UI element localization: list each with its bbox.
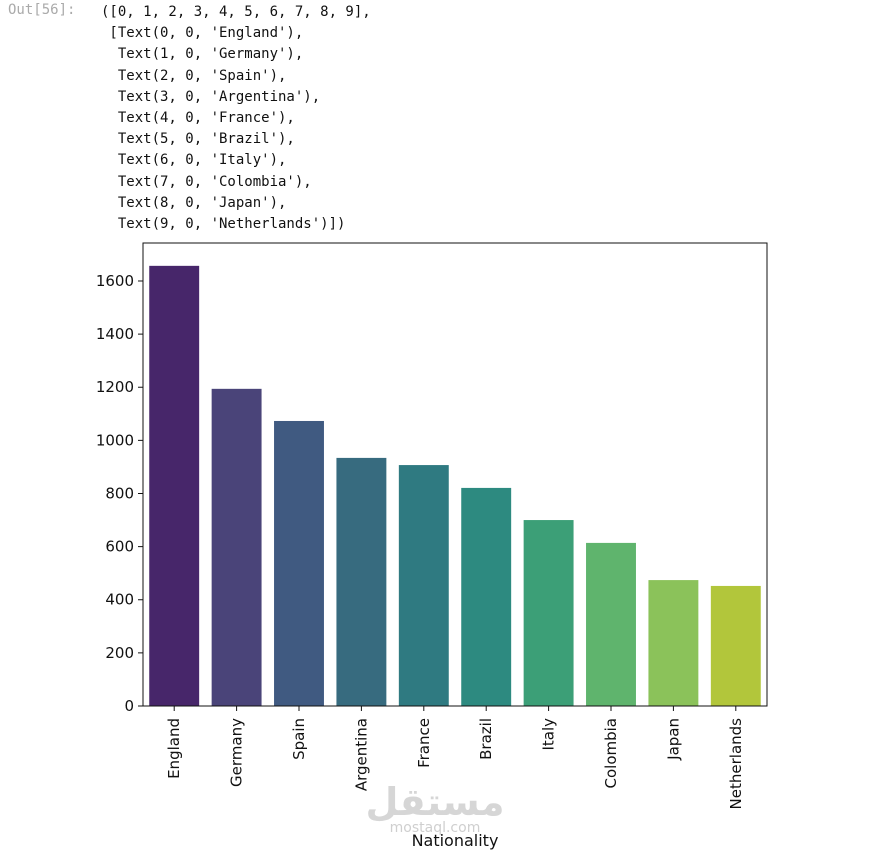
output-line: Text(9, 0, 'Netherlands')]) xyxy=(101,215,346,232)
x-tick-label: Spain xyxy=(290,718,308,760)
y-tick-label: 400 xyxy=(105,591,134,609)
output-line: Text(4, 0, 'France'), xyxy=(101,109,295,126)
bar xyxy=(648,580,699,706)
x-tick-label: Germany xyxy=(228,718,246,787)
output-line: Text(1, 0, 'Germany'), xyxy=(101,46,304,63)
y-tick-label: 600 xyxy=(105,538,134,556)
bar xyxy=(398,465,449,706)
bar xyxy=(149,265,200,706)
output-line: Text(6, 0, 'Italy'), xyxy=(101,152,287,169)
output-line: Text(7, 0, 'Colombia'), xyxy=(101,173,312,190)
x-tick-label: England xyxy=(165,718,183,779)
bar xyxy=(461,487,512,706)
x-axis-label: Nationality xyxy=(412,831,499,850)
bar xyxy=(523,520,574,706)
watermark-site: mostaql.com xyxy=(390,820,481,836)
x-tick-label: France xyxy=(415,718,433,768)
x-tick-label: Colombia xyxy=(602,718,620,789)
x-tick-label: Italy xyxy=(540,718,558,751)
y-tick-label: 200 xyxy=(105,644,134,662)
output-line: Text(3, 0, 'Argentina'), xyxy=(101,88,321,105)
x-tick-label: Japan xyxy=(664,718,682,761)
bar xyxy=(336,457,387,706)
y-tick-label: 800 xyxy=(105,484,134,502)
output-line: Text(5, 0, 'Brazil'), xyxy=(101,131,295,148)
bar xyxy=(211,388,262,706)
y-tick-label: 1400 xyxy=(96,325,134,343)
y-tick-label: 1000 xyxy=(96,431,134,449)
bar xyxy=(274,420,324,706)
x-tick-label: Argentina xyxy=(352,718,370,791)
bar xyxy=(586,542,636,706)
x-tick-label: Brazil xyxy=(477,718,495,760)
bar xyxy=(710,585,761,706)
output-prompt: Out[56]: xyxy=(8,2,76,18)
y-tick-label: 1200 xyxy=(96,378,134,396)
y-tick-label: 0 xyxy=(124,697,134,715)
plot-frame xyxy=(142,242,768,707)
output-line: Text(2, 0, 'Spain'), xyxy=(101,67,287,84)
watermark-brand: مستقل xyxy=(366,780,505,824)
output-text: ([0, 1, 2, 3, 4, 5, 6, 7, 8, 9], [Text(0… xyxy=(101,2,371,235)
output-line: ([0, 1, 2, 3, 4, 5, 6, 7, 8, 9], xyxy=(101,4,371,20)
output-line: [Text(0, 0, 'England'), xyxy=(101,25,304,42)
y-tick-label: 1600 xyxy=(96,272,134,290)
x-tick-label: Netherlands xyxy=(727,718,745,810)
output-line: Text(8, 0, 'Japan'), xyxy=(101,194,287,211)
